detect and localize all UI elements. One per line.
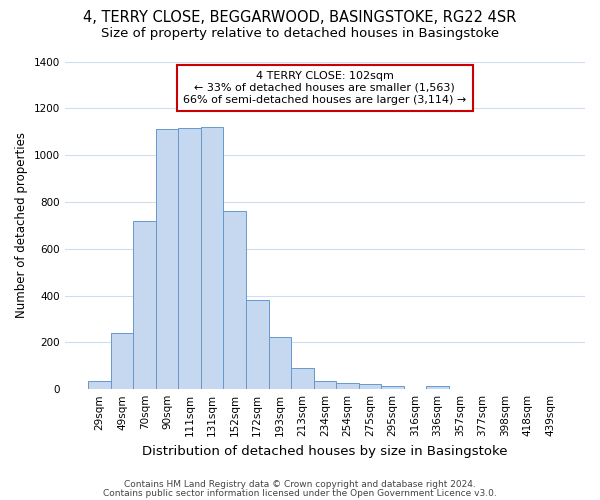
Text: Contains HM Land Registry data © Crown copyright and database right 2024.: Contains HM Land Registry data © Crown c… bbox=[124, 480, 476, 489]
Bar bbox=[111, 333, 133, 389]
Bar bbox=[314, 380, 336, 389]
Bar bbox=[381, 386, 404, 389]
Bar bbox=[246, 300, 269, 389]
X-axis label: Distribution of detached houses by size in Basingstoke: Distribution of detached houses by size … bbox=[142, 444, 508, 458]
Bar bbox=[88, 381, 111, 389]
Bar bbox=[201, 127, 223, 389]
Bar bbox=[269, 336, 291, 389]
Y-axis label: Number of detached properties: Number of detached properties bbox=[15, 132, 28, 318]
Bar bbox=[133, 220, 156, 389]
Text: 4 TERRY CLOSE: 102sqm
← 33% of detached houses are smaller (1,563)
66% of semi-d: 4 TERRY CLOSE: 102sqm ← 33% of detached … bbox=[183, 72, 466, 104]
Bar bbox=[426, 386, 449, 389]
Text: Contains public sector information licensed under the Open Government Licence v3: Contains public sector information licen… bbox=[103, 489, 497, 498]
Bar bbox=[223, 212, 246, 389]
Bar bbox=[359, 384, 381, 389]
Text: 4, TERRY CLOSE, BEGGARWOOD, BASINGSTOKE, RG22 4SR: 4, TERRY CLOSE, BEGGARWOOD, BASINGSTOKE,… bbox=[83, 10, 517, 25]
Bar bbox=[336, 383, 359, 389]
Text: Size of property relative to detached houses in Basingstoke: Size of property relative to detached ho… bbox=[101, 28, 499, 40]
Bar bbox=[178, 128, 201, 389]
Bar bbox=[291, 368, 314, 389]
Bar bbox=[156, 130, 178, 389]
